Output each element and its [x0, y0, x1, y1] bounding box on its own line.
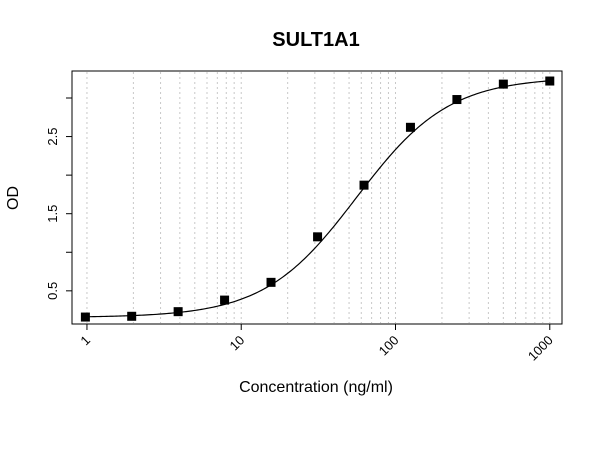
x-tick-label: 1000 — [525, 333, 556, 364]
data-point — [452, 95, 462, 105]
y-tick-label: 1.5 — [45, 205, 60, 223]
data-points — [80, 76, 555, 322]
grid — [86, 72, 551, 323]
data-point — [405, 122, 415, 132]
data-point — [266, 277, 276, 287]
y-tick-label: 0.5 — [45, 282, 60, 300]
data-point — [313, 232, 323, 242]
data-point — [359, 180, 369, 190]
chart-title: SULT1A1 — [272, 29, 359, 51]
x-tick-label: 100 — [376, 333, 402, 359]
data-point — [127, 311, 137, 321]
x-tick-label: 1 — [77, 333, 93, 349]
x-axis-label: Concentration (ng/ml) — [239, 379, 393, 396]
y-tick-label: 2.5 — [45, 128, 60, 146]
data-point — [498, 79, 508, 89]
data-point — [173, 307, 183, 317]
fit-curve — [85, 80, 550, 318]
data-point — [80, 312, 90, 322]
x-axis: 1 10 100 1000 — [77, 324, 556, 364]
y-axis: 0.5 1.5 2.5 — [45, 97, 72, 300]
plot-frame — [71, 70, 563, 325]
y-axis-label: OD — [5, 186, 22, 210]
data-point — [220, 295, 230, 305]
x-tick-label: 10 — [227, 333, 248, 354]
data-point — [545, 76, 555, 86]
